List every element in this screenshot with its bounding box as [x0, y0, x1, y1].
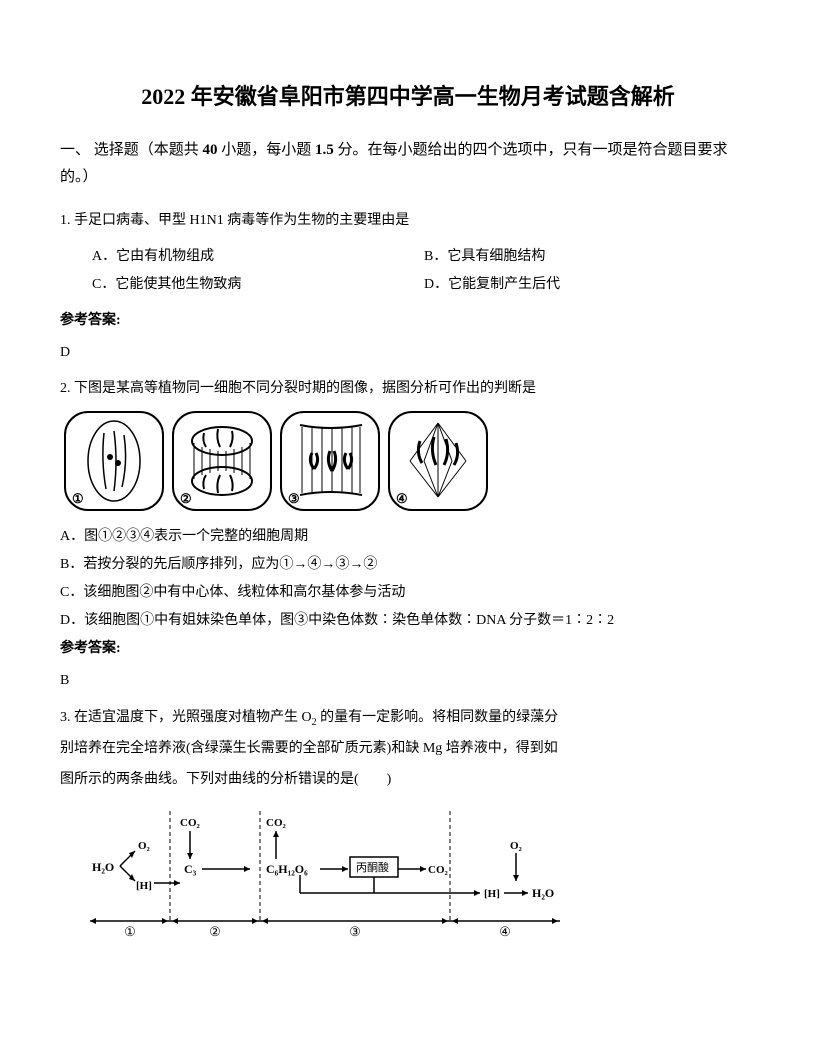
q3-diagram: ① ② ③ ④ H₂O O₂ [H] CO₂ C₃ CO₂ C₆H₁₂O₆ 丙酮…: [60, 811, 756, 946]
q2-stem: 2. 下图是某高等植物同一细胞不同分裂时期的图像，据图分析可作出的判断是: [60, 375, 756, 403]
q1-answer-label: 参考答案:: [60, 307, 756, 335]
q3-line2: 别培养在完全培养液(含绿藻生长需要的全部矿质元素)和缺 Mg 培养液中，得到如: [60, 734, 756, 765]
q1-options: A．它由有机物组成 B．它具有细胞结构 C．它能使其他生物致病 D．它能复制产生…: [60, 243, 756, 299]
section-count: 40: [203, 142, 218, 158]
q3-text-1a: 3. 在适宜温度下，光照强度对植物产生 O: [60, 710, 312, 725]
q3-line1: 3. 在适宜温度下，光照强度对植物产生 O2 的量有一定影响。将相同数量的绿藻分: [60, 703, 756, 734]
q1-stem: 1. 手足口病毒、甲型 H1N1 病毒等作为生物的主要理由是: [60, 207, 756, 235]
cell-figure-3: ③: [280, 411, 380, 511]
svg-text:CO₂: CO₂: [266, 817, 287, 829]
page-title: 2022 年安徽省阜阳市第四中学高一生物月考试题含解析: [60, 80, 756, 113]
svg-text:[H]: [H]: [136, 880, 152, 892]
section-mid1: 小题，每小题: [218, 142, 316, 158]
cell-figure-4: ④: [388, 411, 488, 511]
cell-label-2: ②: [180, 491, 192, 507]
q1-option-d: D．它能复制产生后代: [424, 271, 756, 299]
svg-text:C₃: C₃: [184, 862, 197, 876]
q2-option-d: D．该细胞图①中有姐妹染色单体，图③中染色体数∶染色单体数∶DNA 分子数＝1∶…: [60, 607, 756, 635]
svg-text:H₂O: H₂O: [92, 860, 114, 874]
section-score: 1.5: [315, 142, 334, 158]
q2-option-c: C．该细胞图②中有中心体、线粒体和高尔基体参与活动: [60, 579, 756, 607]
svg-text:O₂: O₂: [138, 840, 151, 852]
svg-text:[H]: [H]: [484, 888, 500, 900]
cell-figure-2: ②: [172, 411, 272, 511]
stage-4-label: ④: [499, 924, 511, 939]
section-prefix: 一、 选择题（本题共: [60, 142, 203, 158]
svg-text:C₆H₁₂O₆: C₆H₁₂O₆: [266, 862, 308, 876]
svg-text:丙酮酸: 丙酮酸: [356, 860, 389, 874]
cell-label-3: ③: [288, 491, 300, 507]
q1-option-b: B．它具有细胞结构: [424, 243, 756, 271]
svg-text:CO₂: CO₂: [428, 864, 449, 876]
q2-option-b: B．若按分裂的先后顺序排列，应为①→④→③→②: [60, 551, 756, 579]
q3-line3: 图所示的两条曲线。下列对曲线的分析错误的是( ): [60, 765, 756, 796]
svg-text:CO₂: CO₂: [180, 817, 201, 829]
q2-figures: ① ②: [60, 411, 756, 511]
q1-answer: D: [60, 339, 756, 367]
q1-option-a: A．它由有机物组成: [92, 243, 424, 271]
section-header: 一、 选择题（本题共 40 小题，每小题 1.5 分。在每小题给出的四个选项中，…: [60, 137, 756, 191]
stage-2-label: ②: [209, 924, 221, 939]
q3-text-1b: 的量有一定影响。将相同数量的绿藻分: [317, 710, 559, 725]
stage-1-label: ①: [124, 924, 136, 939]
cell-label-1: ①: [72, 491, 84, 507]
q1-option-c: C．它能使其他生物致病: [92, 271, 424, 299]
q2-answer: B: [60, 667, 756, 695]
q2-option-a: A．图①②③④表示一个完整的细胞周期: [60, 523, 756, 551]
svg-text:O₂: O₂: [510, 840, 523, 852]
cell-figure-1: ①: [64, 411, 164, 511]
stage-3-label: ③: [349, 924, 361, 939]
cell-label-4: ④: [396, 491, 408, 507]
q2-answer-label: 参考答案:: [60, 635, 756, 663]
svg-text:H₂O: H₂O: [532, 886, 554, 900]
